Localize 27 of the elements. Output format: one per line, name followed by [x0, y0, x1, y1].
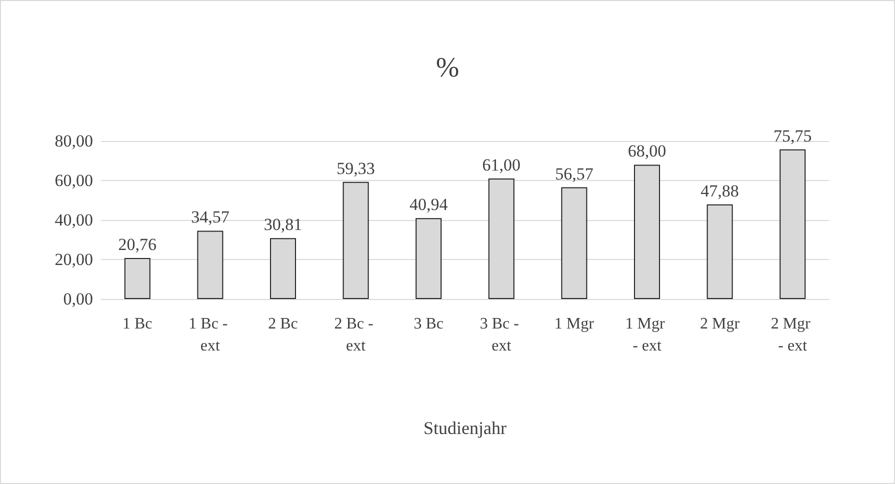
data-label: 68,00: [628, 142, 666, 161]
x-tick-label: 2 Mgr - ext: [770, 316, 814, 354]
data-label: 47,88: [700, 181, 739, 200]
data-label: 40,94: [409, 195, 448, 214]
x-tick-label: 1 Bc - ext: [188, 316, 232, 354]
x-tick-label: 1 Mgr: [554, 316, 595, 332]
x-tick-label: 2 Bc: [268, 316, 298, 332]
x-tick-label: 2 Bc - ext: [334, 316, 378, 354]
data-label: 34,57: [191, 208, 230, 227]
data-label: 20,76: [118, 235, 157, 254]
y-tick-label: 80,00: [54, 132, 93, 150]
x-axis-title: Studienjahr: [424, 418, 506, 438]
y-tick-label: 40,00: [54, 210, 93, 230]
data-label: 61,00: [482, 156, 521, 175]
x-tick-label: 3 Bc - ext: [480, 316, 523, 354]
y-tick-label: 60,00: [54, 171, 93, 190]
x-tick-label: 1 Mgr - ext: [625, 316, 669, 354]
chart-title: %: [436, 52, 460, 84]
data-label: 59,33: [336, 158, 375, 178]
y-tick-label: 20,00: [54, 250, 93, 269]
data-label: 30,81: [264, 215, 302, 234]
x-tick-label: 3 Bc: [414, 316, 444, 332]
x-tick-label: 1 Bc: [122, 316, 152, 332]
data-label: 56,57: [555, 164, 594, 184]
x-tick-label: 2 Mgr: [700, 316, 740, 332]
data-label: 75,75: [773, 126, 812, 146]
y-tick-label: 0,00: [63, 290, 93, 308]
